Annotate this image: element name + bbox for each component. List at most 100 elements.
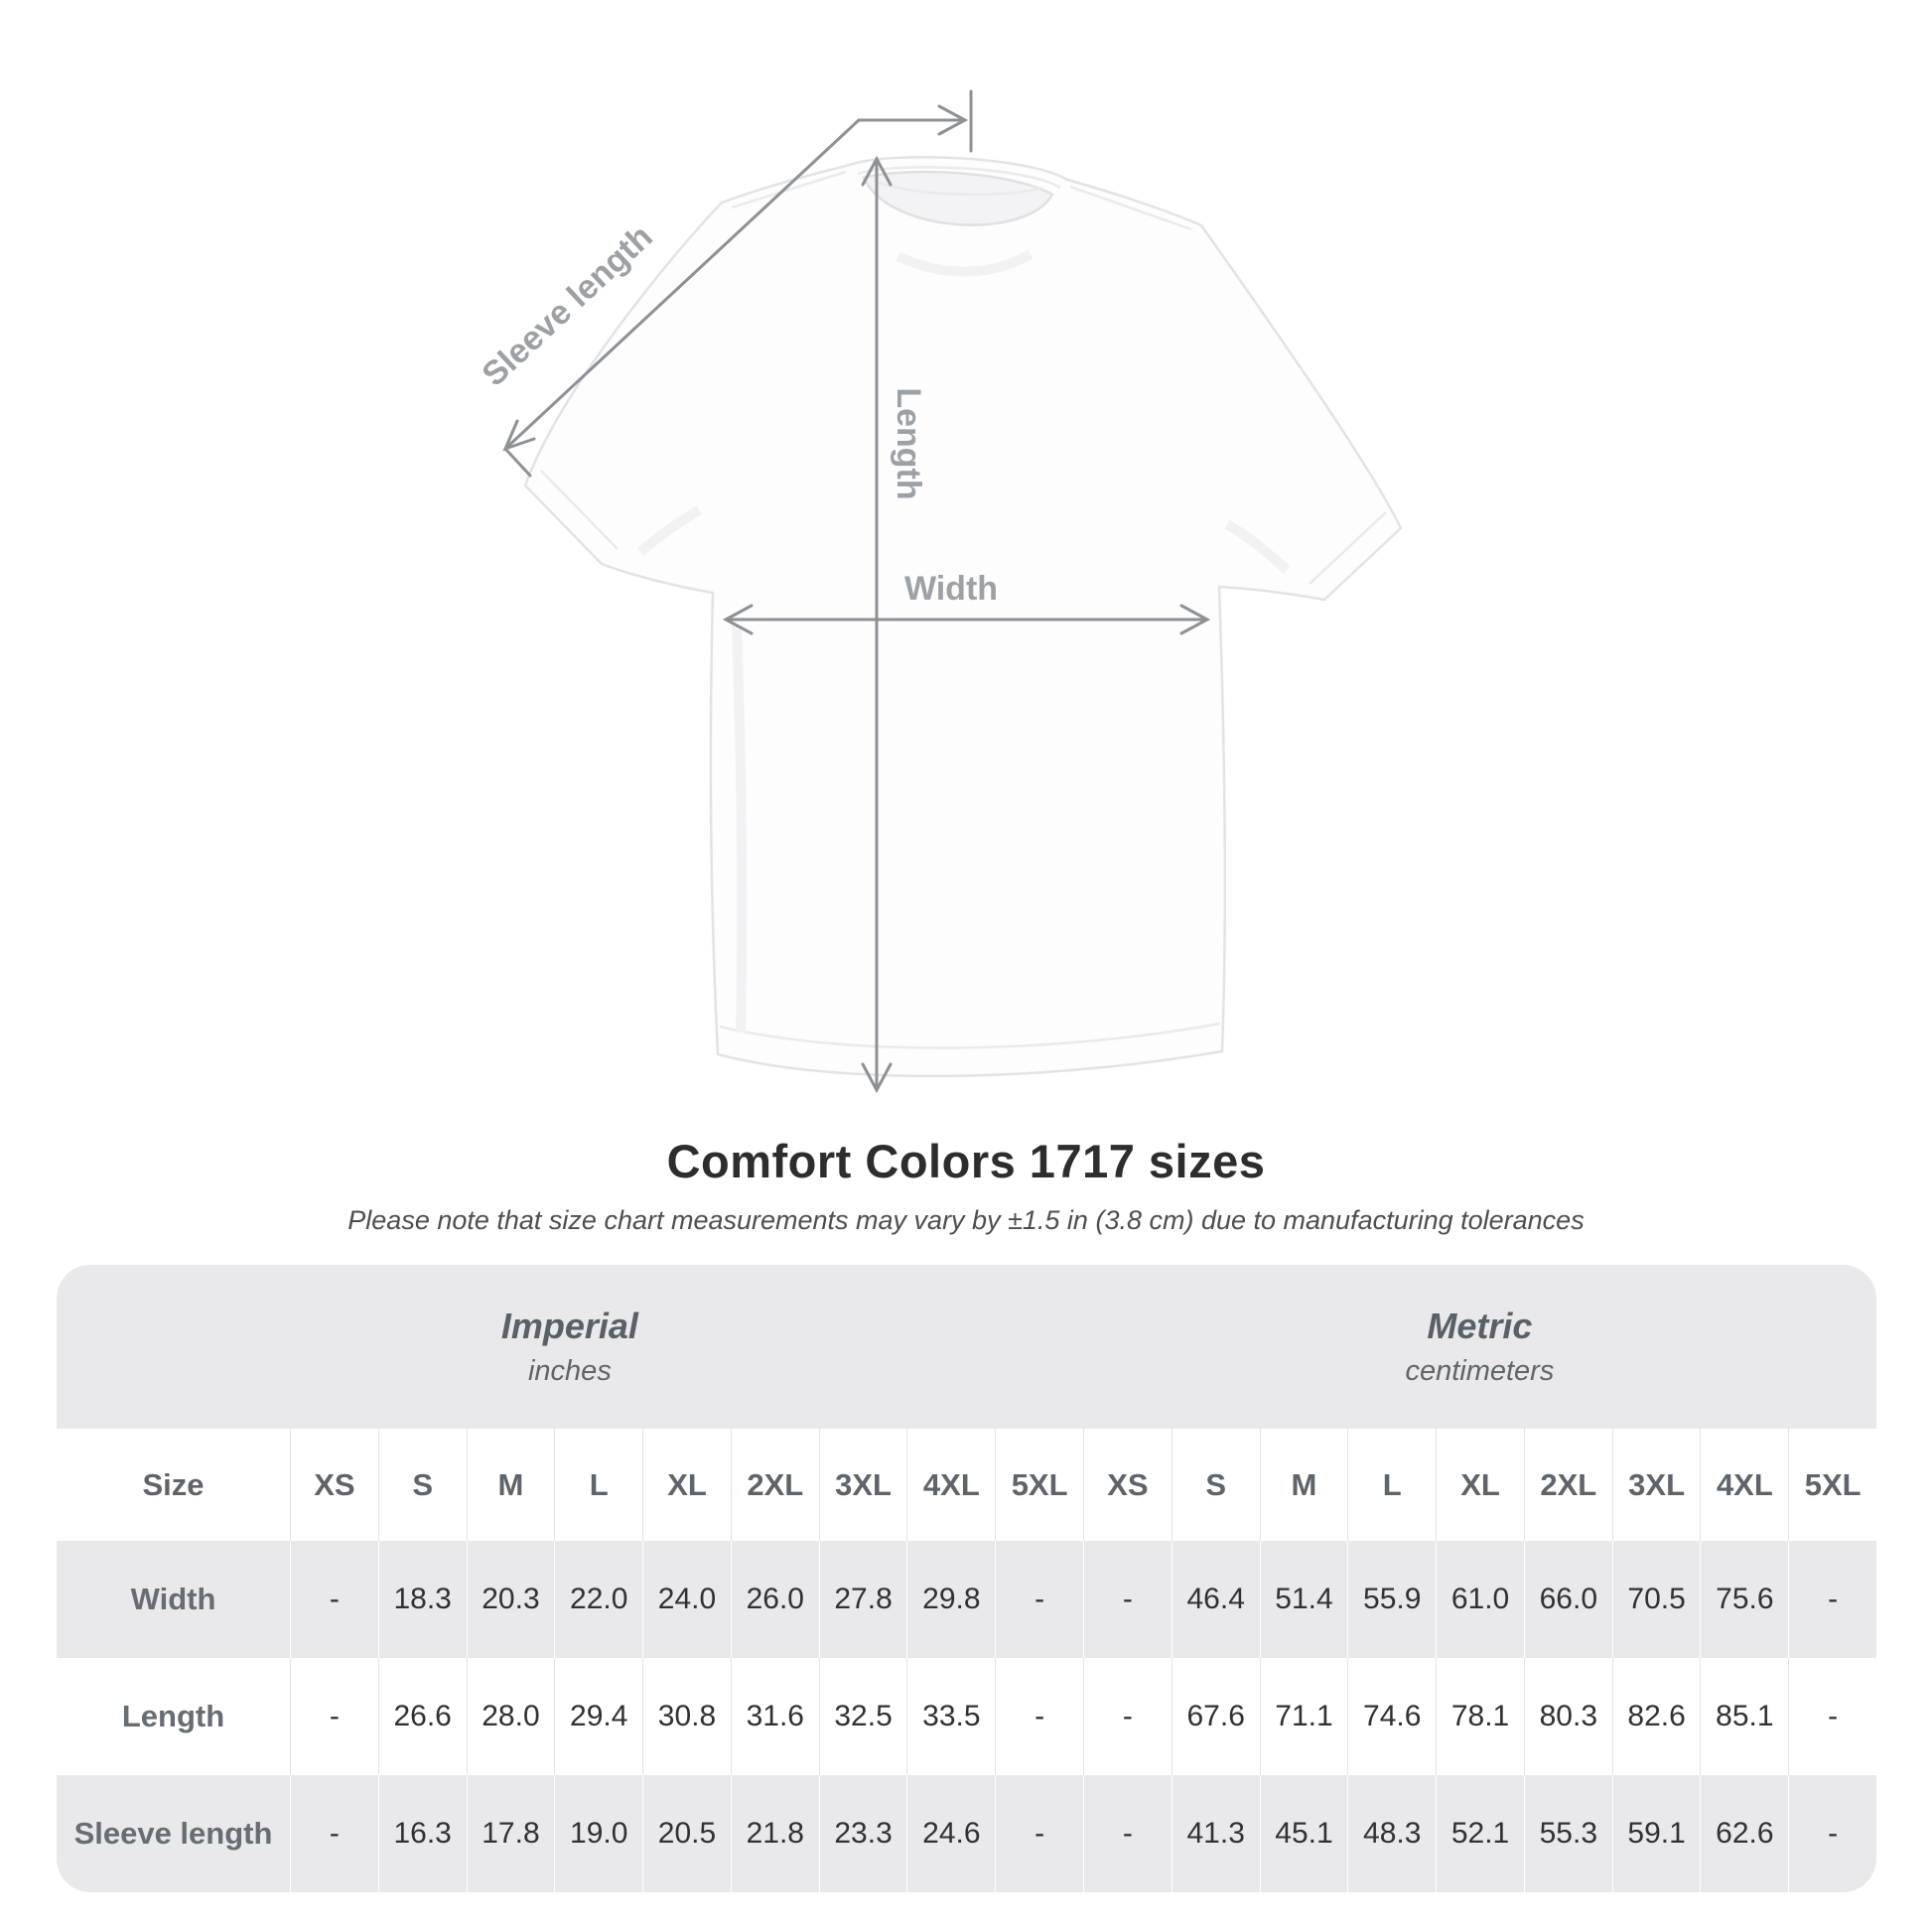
width-label: Width <box>904 570 998 608</box>
size-value: 29.8 <box>906 1541 995 1658</box>
measurement-row-width: Width -18.3 20.3 22.0 24.0 26.0 27.8 29.8- -46.4… <box>57 1541 1876 1658</box>
col-header-xl: XL <box>642 1429 731 1541</box>
size-value: 82.6 <box>1611 1658 1701 1775</box>
size-value: - <box>1083 1775 1172 1892</box>
size-value: - <box>289 1775 378 1892</box>
metric-unit: centimeters <box>1405 1355 1555 1387</box>
col-header-xl: XL <box>1436 1429 1524 1541</box>
cuff-stitch-right <box>1309 511 1387 585</box>
metric-label: Metric <box>1427 1306 1533 1346</box>
size-value: 19.0 <box>554 1775 642 1892</box>
size-value: 55.9 <box>1347 1541 1436 1658</box>
size-value: 30.8 <box>642 1658 731 1775</box>
tolerance-note: Please note that size chart measurements… <box>347 1205 1585 1235</box>
col-header-m: M <box>1259 1429 1348 1541</box>
size-value: 16.3 <box>377 1775 467 1892</box>
size-value: 23.3 <box>818 1775 907 1892</box>
size-value: - <box>289 1541 378 1658</box>
size-value: 46.4 <box>1171 1541 1260 1658</box>
size-value: - <box>1788 1658 1876 1775</box>
size-value: 66.0 <box>1523 1541 1612 1658</box>
hem-stitch <box>719 1022 1221 1049</box>
shading-under-collar <box>896 249 1034 277</box>
size-value: 28.0 <box>466 1658 555 1775</box>
size-value: 32.5 <box>818 1658 907 1775</box>
row-label: Length <box>121 1699 225 1733</box>
size-value: 48.3 <box>1347 1775 1436 1892</box>
shading-right-armpit <box>1224 519 1291 574</box>
col-header-2xl: 2XL <box>730 1429 819 1541</box>
size-value: - <box>995 1541 1083 1658</box>
size-value: 45.1 <box>1259 1775 1348 1892</box>
col-header-3xl: 3XL <box>1611 1429 1701 1541</box>
size-value: 24.6 <box>906 1775 995 1892</box>
col-header-s: S <box>1171 1429 1260 1541</box>
tshirt-body <box>523 156 1403 1078</box>
size-value: 26.6 <box>377 1658 467 1775</box>
size-value: - <box>289 1658 378 1775</box>
size-value: 41.3 <box>1171 1775 1260 1892</box>
col-header-m: M <box>466 1429 555 1541</box>
size-value: 55.3 <box>1523 1775 1612 1892</box>
size-table: Imperial inches Metric centimeters Size X… <box>57 1265 1876 1892</box>
size-value: 71.1 <box>1259 1658 1348 1775</box>
imperial-label: Imperial <box>500 1306 638 1346</box>
size-value: 80.3 <box>1523 1658 1612 1775</box>
size-value: 74.6 <box>1347 1658 1436 1775</box>
row-label: Width <box>130 1582 216 1616</box>
size-value: 20.5 <box>642 1775 731 1892</box>
size-value: 85.1 <box>1700 1658 1788 1775</box>
size-value: 20.3 <box>466 1541 555 1658</box>
size-value: 24.0 <box>642 1541 731 1658</box>
col-header-5xl: 5XL <box>995 1429 1083 1541</box>
size-column-header: Size <box>142 1466 205 1502</box>
size-value: - <box>1788 1775 1876 1892</box>
measurement-row-length: Length -26.6 28.0 29.4 30.8 31.6 32.5 33.5- -67.… <box>57 1658 1876 1775</box>
shoulder-seam-right <box>1069 185 1192 231</box>
size-value: 21.8 <box>730 1775 819 1892</box>
shoulder-seam-left <box>731 170 847 209</box>
size-value: 18.3 <box>377 1541 467 1658</box>
size-value: 75.6 <box>1700 1541 1788 1658</box>
sleeve-length-arrow <box>502 89 973 478</box>
size-value: - <box>1083 1541 1172 1658</box>
size-value: 29.4 <box>554 1658 642 1775</box>
size-value: 51.4 <box>1259 1541 1348 1658</box>
col-header-xs: XS <box>289 1429 378 1541</box>
size-value: 78.1 <box>1436 1658 1524 1775</box>
col-header-3xl: 3XL <box>818 1429 907 1541</box>
shading-left-armpit <box>636 505 702 556</box>
size-value: 22.0 <box>554 1541 642 1658</box>
col-header-4xl: 4XL <box>906 1429 995 1541</box>
size-value: 67.6 <box>1171 1658 1260 1775</box>
col-header-l: L <box>554 1429 642 1541</box>
shading-left-side <box>732 624 748 1034</box>
unit-group-header: Imperial inches Metric centimeters <box>57 1265 1876 1429</box>
size-value: - <box>1788 1541 1876 1658</box>
col-header-xs: XS <box>1083 1429 1172 1541</box>
size-value: - <box>1083 1658 1172 1775</box>
length-arrow <box>861 155 893 1094</box>
imperial-group-header: Imperial inches <box>57 1265 1083 1429</box>
size-value: - <box>995 1658 1083 1775</box>
row-label: Sleeve length <box>73 1816 273 1851</box>
size-value: 52.1 <box>1436 1775 1524 1892</box>
tshirt-illustration <box>523 156 1403 1078</box>
size-value: 59.1 <box>1611 1775 1701 1892</box>
col-header-l: L <box>1347 1429 1436 1541</box>
col-header-4xl: 4XL <box>1700 1429 1788 1541</box>
back-collar-line <box>875 180 1043 197</box>
page-title: Comfort Colors 1717 sizes <box>666 1135 1266 1187</box>
imperial-unit: inches <box>527 1355 612 1387</box>
size-value: 70.5 <box>1611 1541 1701 1658</box>
size-value: 31.6 <box>730 1658 819 1775</box>
size-value: 33.5 <box>906 1658 995 1775</box>
measurement-row-sleeve-length: Sleeve length -16.3 17.8 19.0 20.5 21.8 23.3 24… <box>57 1775 1876 1892</box>
col-header-2xl: 2XL <box>1523 1429 1612 1541</box>
size-grid: Size XS S M L XL 2XL 3XL 4XL 5XL XS S M L XL 2XL 3XL 4XL 5… <box>57 1429 1876 1892</box>
size-value: 62.6 <box>1700 1775 1788 1892</box>
cuff-stitch-left <box>540 470 619 550</box>
length-label: Length <box>890 387 927 499</box>
col-header-s: S <box>377 1429 467 1541</box>
metric-group-header: Metric centimeters <box>1083 1265 1876 1429</box>
